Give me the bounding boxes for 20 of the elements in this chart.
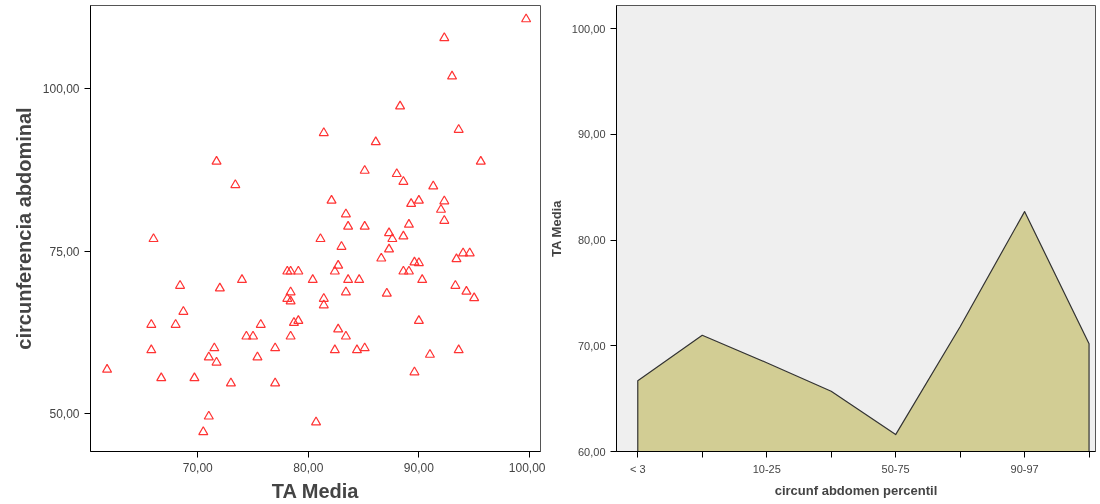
y-tick-label: 75,00 (49, 244, 80, 259)
x-tick-label: 80,00 (293, 460, 324, 475)
x-axis-title: TA Media (271, 479, 360, 502)
x-tick-label: 100,00 (508, 460, 546, 475)
y-tick-label: 100,00 (42, 82, 80, 97)
y-tick-label: 80,00 (577, 234, 606, 247)
y-axis-title: TA Media (548, 199, 564, 257)
x-tick-label: 90-97 (1010, 462, 1039, 475)
y-axis-title: circunferencia abdominal (12, 107, 35, 350)
x-tick-label: 10-25 (752, 462, 781, 475)
y-tick-label: 70,00 (577, 339, 606, 352)
y-tick-label: 100,00 (571, 22, 606, 35)
y-tick-label: 60,00 (577, 445, 606, 458)
x-tick-label: 90,00 (403, 460, 435, 475)
x-axis-title: circunf abdomen percentil (774, 482, 938, 498)
x-tick-label: 70,00 (182, 460, 214, 475)
y-tick-label: 90,00 (577, 128, 606, 141)
x-tick-label: < 3 (629, 462, 646, 475)
x-tick-label: 50-75 (881, 462, 910, 475)
y-tick-label: 50,00 (49, 407, 80, 422)
